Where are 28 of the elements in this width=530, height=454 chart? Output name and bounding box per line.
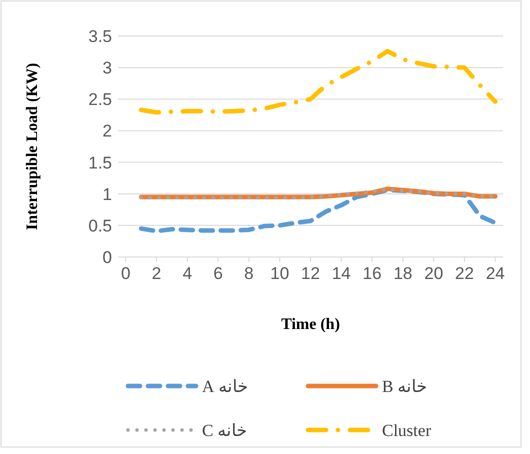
- x-tick-label: 8: [244, 264, 254, 283]
- legend-label: Cluster: [382, 421, 432, 440]
- legend-label: خانه C: [202, 421, 248, 440]
- y-tick-label: 1.5: [88, 153, 112, 172]
- x-tick-label: 24: [486, 264, 505, 283]
- legend-label: خانه B: [382, 377, 428, 396]
- y-tick-label: 0.5: [88, 216, 112, 236]
- y-tick-label: 3: [102, 58, 112, 78]
- y-tick-label: 1: [102, 184, 112, 204]
- y-axis-title: Interrupible Load (KW): [24, 62, 41, 230]
- x-tick-label: 16: [362, 264, 382, 283]
- x-tick-label: 22: [455, 264, 474, 283]
- x-tick-label: 12: [301, 264, 320, 283]
- x-tick-label: 4: [182, 264, 192, 283]
- x-tick-label: 6: [213, 264, 223, 283]
- x-tick-label: 2: [152, 264, 162, 283]
- y-tick-label: 2.5: [88, 90, 112, 110]
- x-tick-label: 14: [332, 264, 351, 283]
- x-tick-label: 0: [120, 264, 130, 283]
- y-tick-label: 0: [102, 248, 112, 267]
- line-series: [138, 48, 498, 115]
- x-tick-label: 20: [424, 264, 444, 283]
- x-axis-title: Time (h): [281, 316, 340, 333]
- legend-label: خانه A: [202, 377, 249, 396]
- x-tick-label: 18: [393, 264, 412, 283]
- y-tick-label: 3.5: [88, 27, 112, 46]
- y-tick-label: 2: [102, 122, 112, 141]
- x-tick-label: 10: [270, 264, 290, 283]
